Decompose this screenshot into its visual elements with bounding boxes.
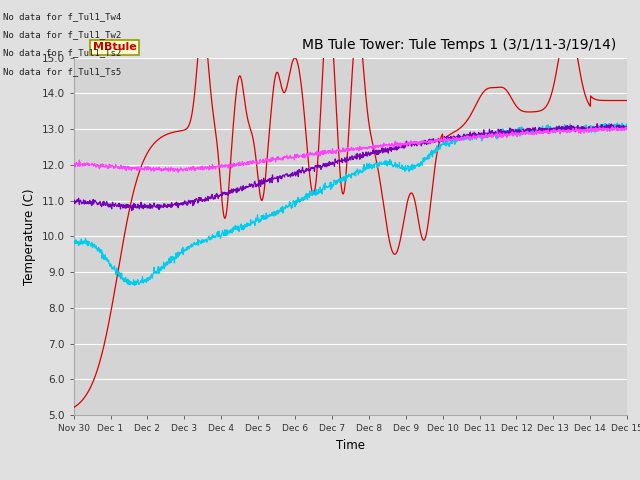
Text: MB Tule Tower: Tule Temps 1 (3/1/11-3/19/14): MB Tule Tower: Tule Temps 1 (3/1/11-3/19… (302, 38, 616, 52)
Text: No data for f_Tul1_Tw2: No data for f_Tul1_Tw2 (3, 30, 122, 39)
Text: No data for f_Tul1_Tw4: No data for f_Tul1_Tw4 (3, 12, 122, 21)
X-axis label: Time: Time (336, 439, 365, 452)
Y-axis label: Temperature (C): Temperature (C) (23, 188, 36, 285)
Text: No data for f_Tul1_Ts2: No data for f_Tul1_Ts2 (3, 48, 122, 58)
Text: No data for f_Tul1_Ts5: No data for f_Tul1_Ts5 (3, 67, 122, 76)
Text: MBtule: MBtule (93, 42, 136, 52)
